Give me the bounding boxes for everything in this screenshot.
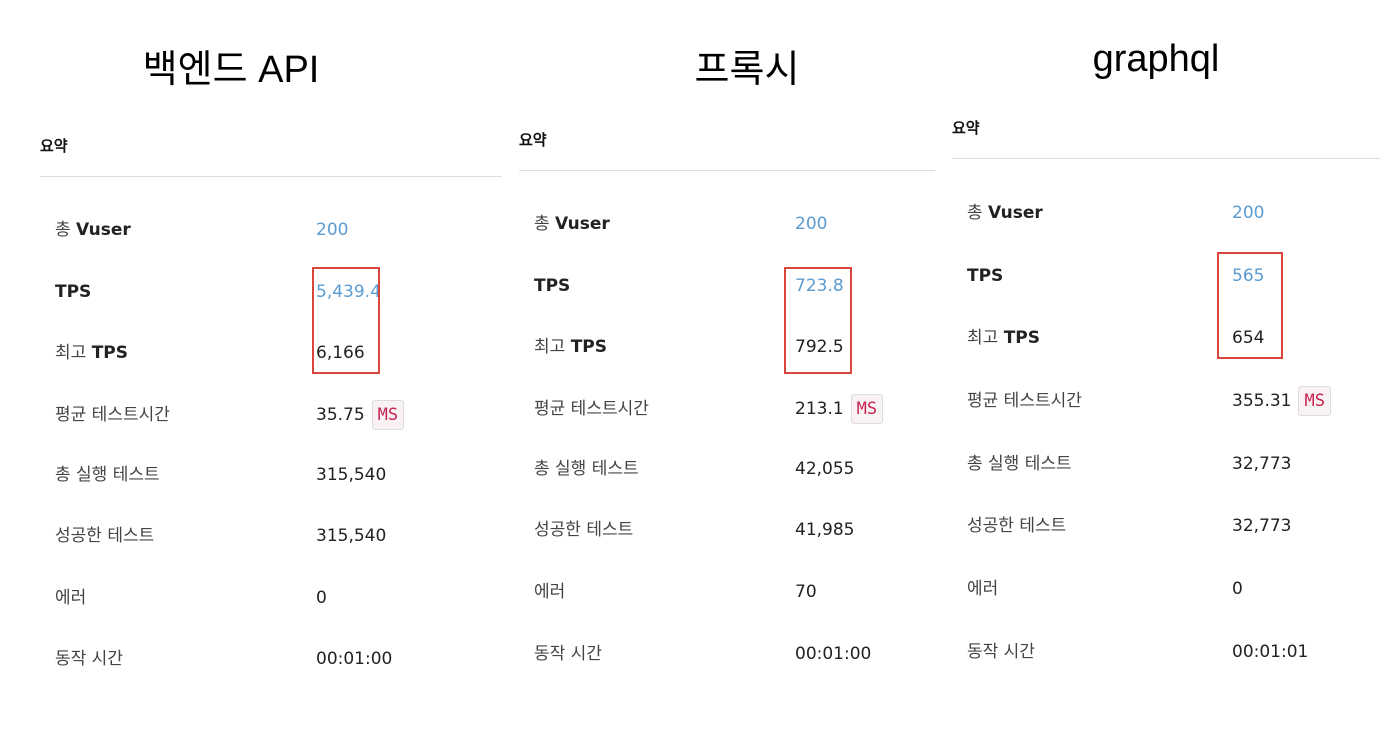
summary-heading: 요약: [952, 119, 980, 137]
tps-value[interactable]: 723.8: [795, 276, 844, 296]
row-run-time: 동작 시간 00:01:00: [519, 639, 935, 669]
panel-title: 프록시: [694, 49, 800, 91]
row-tps: TPS 565: [952, 261, 1380, 291]
row-total-tests: 총 실행 테스트 315,540: [40, 460, 502, 490]
row-successful-tests: 성공한 테스트 32,773: [952, 511, 1380, 541]
row-label: 총 실행 테스트: [55, 465, 160, 485]
vuser-value[interactable]: 200: [1232, 203, 1265, 223]
row-label: 평균 테스트시간: [534, 399, 649, 419]
row-errors: 에러 0: [40, 583, 502, 613]
row-avg-test-time: 평균 테스트시간 355.31 MS: [952, 386, 1380, 416]
row-peak-tps: 최고 TPS 654: [952, 323, 1380, 353]
tps-highlight-box: [312, 267, 380, 374]
row-label: 총 Vuser: [967, 203, 1043, 223]
ms-unit-badge: MS: [371, 400, 405, 430]
row-run-time: 동작 시간 00:01:00: [40, 644, 502, 674]
row-label: 최고 TPS: [55, 343, 128, 363]
row-errors: 에러 70: [519, 577, 935, 607]
row-label: 평균 테스트시간: [55, 405, 170, 425]
total-tests-value: 32,773: [1232, 454, 1292, 474]
peak-tps-value: 654: [1232, 328, 1265, 348]
row-peak-tps: 최고 TPS 6,166: [40, 338, 502, 368]
summary-divider: [519, 170, 935, 171]
summary-heading: 요약: [40, 137, 68, 155]
vuser-value[interactable]: 200: [795, 214, 828, 234]
run-time-value: 00:01:00: [795, 644, 872, 664]
row-tps: TPS 5,439.4: [40, 277, 502, 307]
ms-unit-badge: MS: [1298, 386, 1331, 416]
row-label: 총 Vuser: [55, 220, 131, 240]
row-successful-tests: 성공한 테스트 315,540: [40, 521, 502, 551]
successful-tests-value: 315,540: [316, 526, 387, 546]
row-label: 총 실행 테스트: [967, 454, 1072, 474]
avg-test-time-value: 355.31 MS: [1232, 386, 1331, 416]
row-total-vuser: 총 Vuser 200: [952, 198, 1380, 228]
successful-tests-value: 41,985: [795, 520, 855, 540]
errors-value: 0: [1232, 579, 1243, 599]
row-label: 에러: [534, 582, 566, 602]
row-label: 성공한 테스트: [55, 526, 155, 546]
tps-highlight-box: [784, 267, 852, 374]
summary-heading: 요약: [519, 131, 547, 149]
row-label: TPS: [534, 276, 571, 296]
row-peak-tps: 최고 TPS 792.5: [519, 332, 935, 362]
run-time-value: 00:01:01: [1232, 642, 1309, 662]
peak-tps-value: 792.5: [795, 337, 844, 357]
peak-tps-value: 6,166: [316, 343, 365, 363]
row-total-tests: 총 실행 테스트 42,055: [519, 454, 935, 484]
row-label: 성공한 테스트: [967, 516, 1067, 536]
row-label: 동작 시간: [534, 644, 602, 664]
panel-title: 백엔드 API: [142, 49, 320, 91]
successful-tests-value: 32,773: [1232, 516, 1292, 536]
row-label: 에러: [55, 588, 87, 608]
panel-title: graphql: [1092, 38, 1220, 80]
total-tests-value: 42,055: [795, 459, 855, 479]
row-label: 성공한 테스트: [534, 520, 634, 540]
ms-unit-badge: MS: [850, 394, 884, 424]
total-tests-value: 315,540: [316, 465, 387, 485]
row-label: TPS: [967, 266, 1004, 286]
errors-value: 0: [316, 588, 327, 608]
panel-backend-api: 백엔드 API 요약 총 Vuser 200 TPS 5,439.4 최고 TP…: [40, 0, 502, 750]
row-label: 동작 시간: [55, 649, 123, 669]
row-run-time: 동작 시간 00:01:01: [952, 637, 1380, 667]
row-label: 동작 시간: [967, 642, 1035, 662]
row-total-vuser: 총 Vuser 200: [519, 209, 935, 239]
tps-value[interactable]: 5,439.4: [316, 282, 381, 302]
row-label: 최고 TPS: [967, 328, 1040, 348]
row-tps: TPS 723.8: [519, 271, 935, 301]
panel-graphql: graphql 요약 총 Vuser 200 TPS 565 최고 TPS 65…: [952, 0, 1380, 750]
row-errors: 에러 0: [952, 574, 1380, 604]
row-avg-test-time: 평균 테스트시간 213.1 MS: [519, 394, 935, 424]
panel-proxy: 프록시 요약 총 Vuser 200 TPS 723.8 최고 TPS 792.…: [519, 0, 935, 750]
row-total-tests: 총 실행 테스트 32,773: [952, 449, 1380, 479]
row-label: 최고 TPS: [534, 337, 607, 357]
row-label: 총 Vuser: [534, 214, 610, 234]
row-successful-tests: 성공한 테스트 41,985: [519, 515, 935, 545]
row-label: TPS: [55, 282, 92, 302]
errors-value: 70: [795, 582, 817, 602]
run-time-value: 00:01:00: [316, 649, 393, 669]
tps-highlight-box: [1217, 252, 1283, 359]
summary-divider: [40, 176, 502, 177]
row-label: 에러: [967, 579, 999, 599]
avg-test-time-value: 213.1 MS: [795, 394, 884, 424]
row-label: 평균 테스트시간: [967, 391, 1082, 411]
tps-value[interactable]: 565: [1232, 266, 1265, 286]
row-label: 총 실행 테스트: [534, 459, 639, 479]
avg-test-time-value: 35.75 MS: [316, 400, 405, 430]
row-total-vuser: 총 Vuser 200: [40, 215, 502, 245]
vuser-value[interactable]: 200: [316, 220, 349, 240]
summary-divider: [952, 158, 1380, 159]
row-avg-test-time: 평균 테스트시간 35.75 MS: [40, 400, 502, 430]
